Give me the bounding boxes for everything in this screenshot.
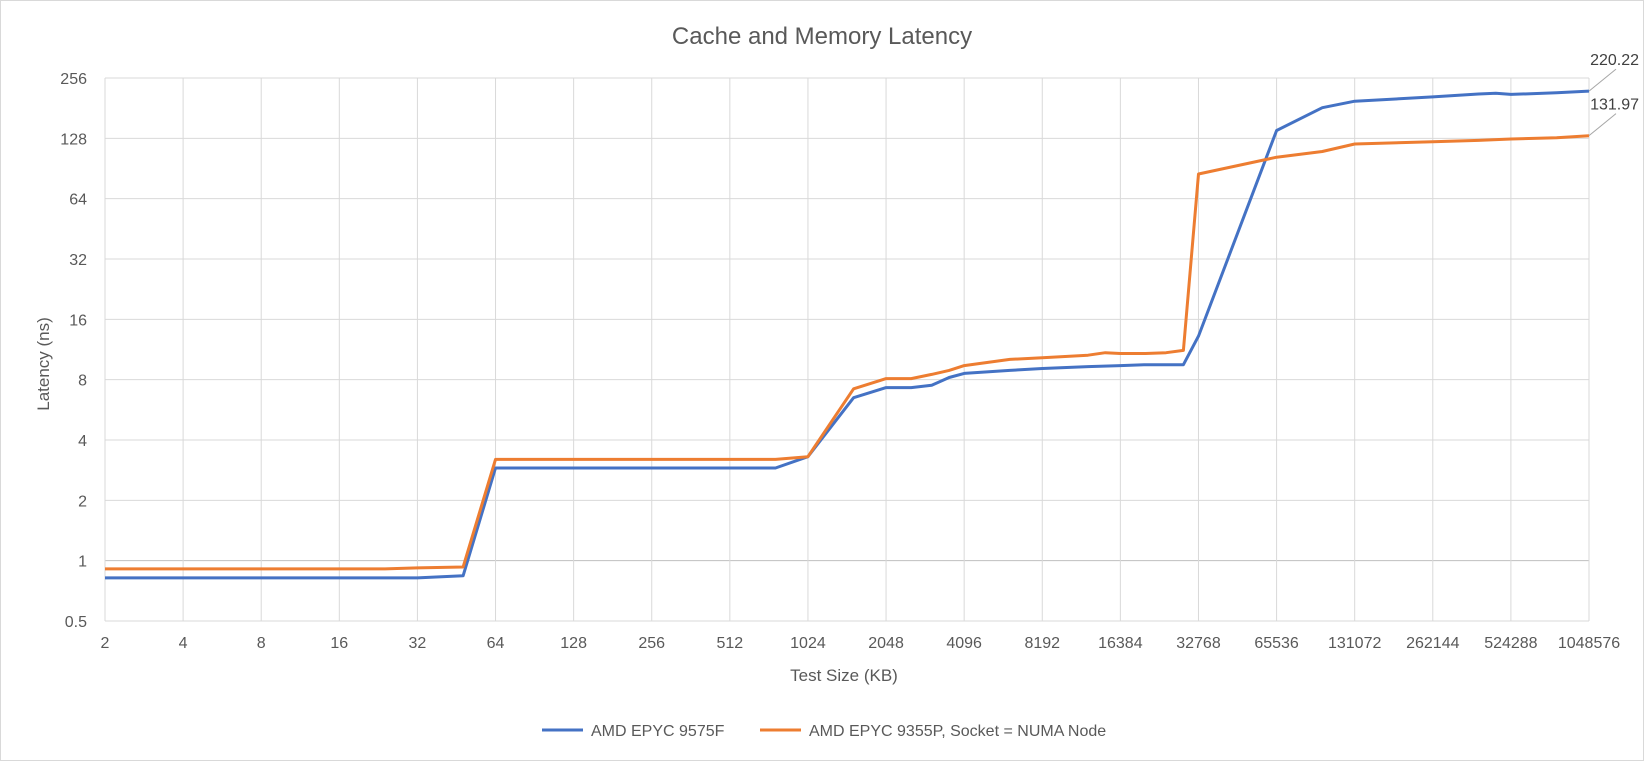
y-tick-label: 256 — [60, 71, 87, 88]
x-tick-label: 8192 — [1024, 635, 1060, 652]
y-axis-ticks: 0.5 1 2 4 8 16 32 64 128 256 — [60, 71, 87, 631]
series-lines — [105, 89, 1590, 580]
series-line-1 — [105, 89, 1590, 580]
x-tick-label: 256 — [638, 635, 665, 652]
y-tick-label: 32 — [69, 252, 87, 269]
y-tick-label: 16 — [69, 312, 87, 329]
x-tick-label: 4096 — [946, 635, 982, 652]
grid-lines — [104, 77, 1590, 622]
y-tick-label: 2 — [78, 493, 87, 510]
x-tick-label: 32768 — [1176, 635, 1221, 652]
x-tick-label: 65536 — [1254, 635, 1299, 652]
data-labels: 220.22 131.97 — [1588, 52, 1639, 137]
y-tick-label: 128 — [60, 131, 87, 148]
x-tick-label: 1024 — [790, 635, 826, 652]
x-tick-label: 64 — [487, 635, 505, 652]
y-tick-label: 0.5 — [65, 614, 87, 631]
x-axis-ticks: 2 4 8 16 32 64 128 256 512 1024 2048 4096 8192 16384 3… — [101, 635, 1621, 652]
chart-title: Cache and Memory Latency — [672, 23, 972, 50]
y-axis-label: Latency (ns) — [34, 317, 53, 411]
data-label-series-1: 220.22 — [1590, 52, 1639, 69]
data-label-leader — [1588, 68, 1617, 92]
x-tick-label: 131072 — [1328, 635, 1381, 652]
y-tick-label: 64 — [69, 192, 87, 209]
x-tick-label: 16384 — [1098, 635, 1143, 652]
x-tick-label: 32 — [409, 635, 427, 652]
y-tick-label: 1 — [78, 554, 87, 571]
x-tick-label: 2048 — [868, 635, 904, 652]
data-label-leader — [1588, 113, 1617, 137]
y-tick-label: 8 — [78, 373, 87, 390]
x-axis-label: Test Size (KB) — [790, 666, 898, 685]
x-tick-label: 512 — [716, 635, 743, 652]
x-tick-label: 128 — [560, 635, 587, 652]
legend: AMD EPYC 9575F AMD EPYC 9355P, Socket = … — [542, 723, 1106, 740]
x-tick-label: 2 — [101, 635, 110, 652]
y-tick-label: 4 — [78, 433, 87, 450]
legend-item-series-1: AMD EPYC 9575F — [542, 723, 725, 740]
x-tick-label: 8 — [257, 635, 266, 652]
x-tick-label: 524288 — [1484, 635, 1537, 652]
legend-label: AMD EPYC 9355P, Socket = NUMA Node — [809, 723, 1106, 740]
x-tick-label: 262144 — [1406, 635, 1459, 652]
series-line-2 — [105, 134, 1590, 571]
data-label-series-2: 131.97 — [1590, 97, 1639, 114]
x-tick-label: 4 — [179, 635, 188, 652]
x-tick-label: 16 — [330, 635, 348, 652]
legend-label: AMD EPYC 9575F — [591, 723, 725, 740]
x-tick-label: 1048576 — [1558, 635, 1620, 652]
legend-item-series-2: AMD EPYC 9355P, Socket = NUMA Node — [760, 723, 1106, 740]
